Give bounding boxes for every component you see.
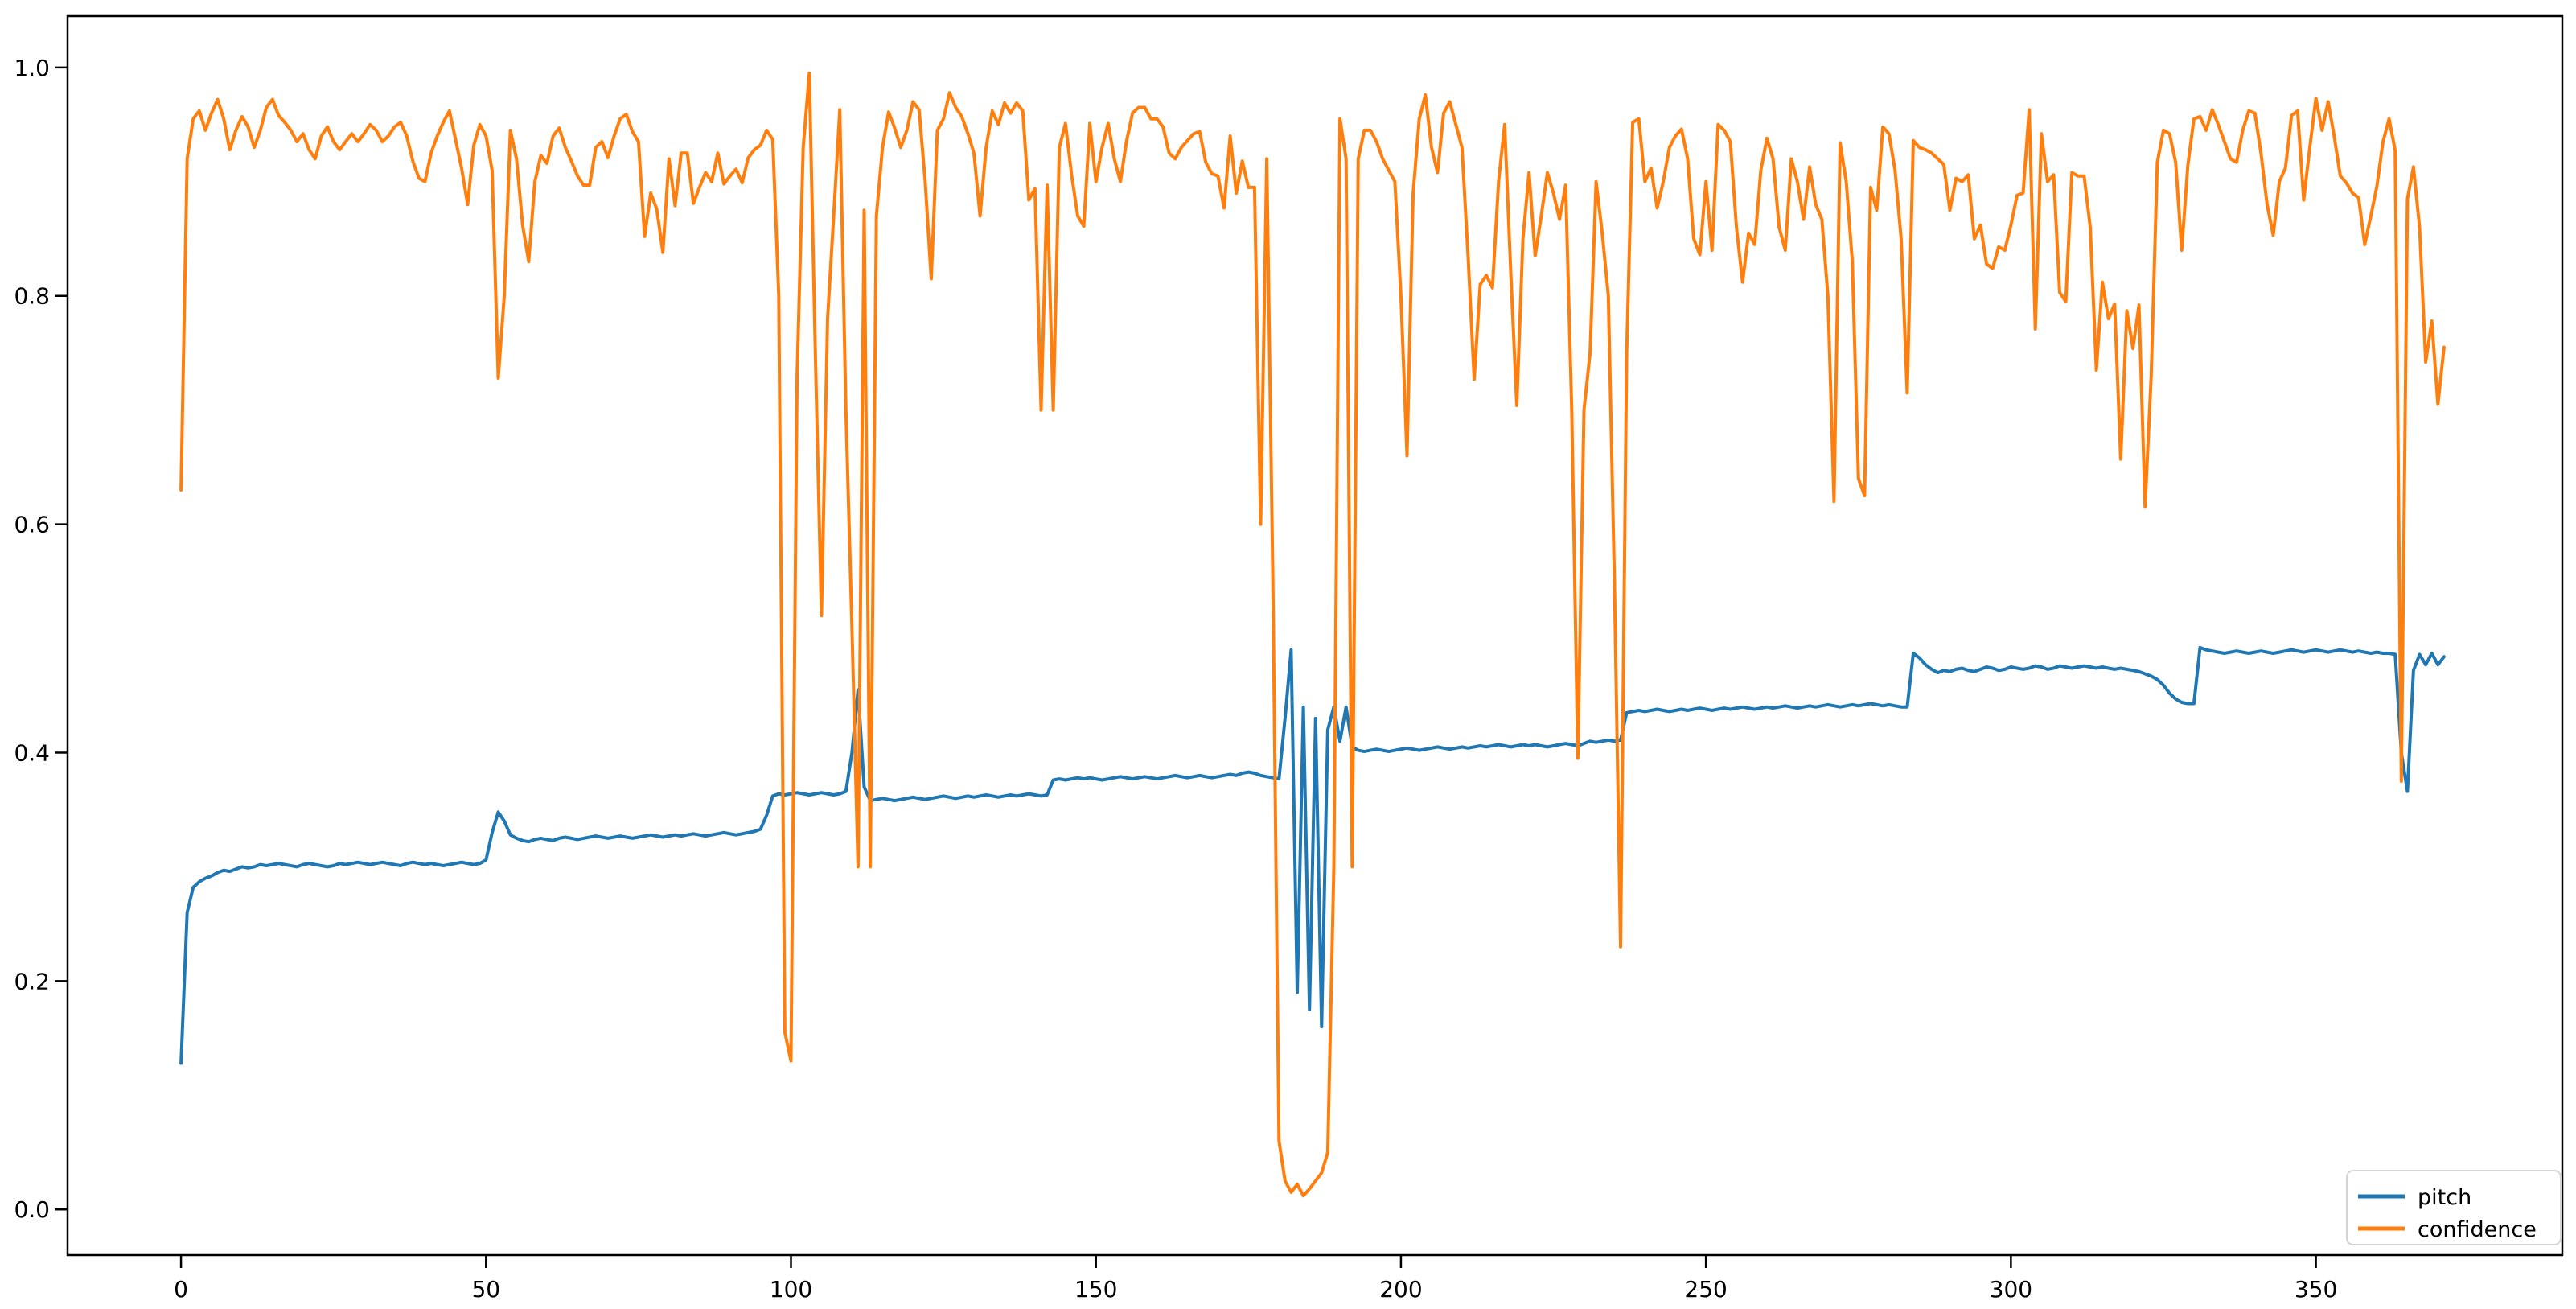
legend-item-confidence: confidence: [2358, 1217, 2537, 1242]
axes-spines: [66, 14, 2564, 1257]
x-tick-label: 100: [770, 1276, 812, 1303]
y-tick-label: 0.0: [14, 1196, 50, 1223]
legend: pitch confidence: [2346, 1170, 2562, 1245]
confidence-legend-label: confidence: [2418, 1217, 2537, 1242]
legend-box: [2346, 1170, 2562, 1245]
x-tick-label: 250: [1684, 1276, 1727, 1303]
confidence-line: [179, 72, 2446, 1198]
x-tick-label: 200: [1379, 1276, 1422, 1303]
x-tick-label: 150: [1074, 1276, 1117, 1303]
pitch-line: [179, 645, 2446, 1065]
x-tick-label: 300: [1990, 1276, 2032, 1303]
plot-area: 0 50 100 150 200 250 300 350 0.0 0.2 0.4 0.6 0.8 1.0: [14, 14, 2564, 1303]
y-tick-label: 0.6: [14, 512, 50, 538]
y-tick-label: 0.4: [14, 739, 50, 766]
x-tick-label: 350: [2295, 1276, 2337, 1303]
y-tick-label: 1.0: [14, 55, 50, 81]
x-tick-label: 50: [471, 1276, 500, 1303]
legend-item-pitch: pitch: [2358, 1185, 2471, 1210]
y-tick-label: 0.8: [14, 283, 50, 310]
x-tick-label: 0: [174, 1276, 188, 1303]
y-tick-label: 0.2: [14, 968, 50, 994]
pitch-legend-label: pitch: [2418, 1185, 2471, 1210]
